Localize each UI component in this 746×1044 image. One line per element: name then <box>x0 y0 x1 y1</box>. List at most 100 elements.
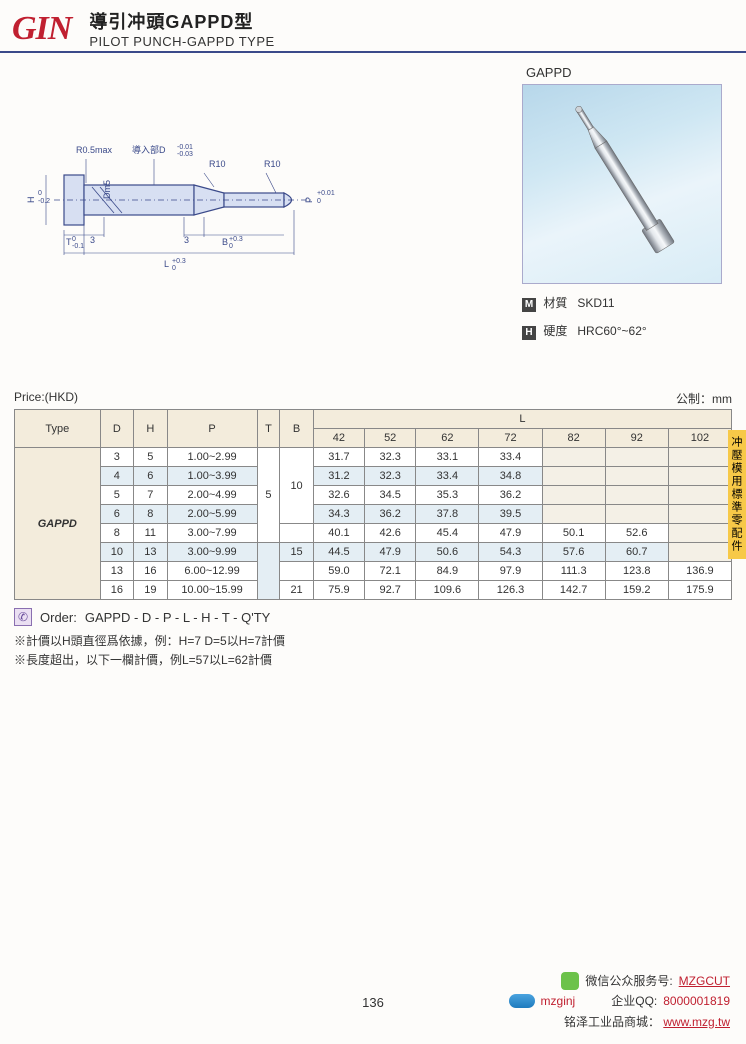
cell-L: 34.5 <box>365 486 416 505</box>
cell-B: 10 <box>280 448 313 524</box>
cell-L <box>542 448 605 467</box>
cell-L <box>668 505 731 524</box>
cell-H: 16 <box>134 562 167 581</box>
cell-L <box>542 467 605 486</box>
cell-L: 32.3 <box>365 467 416 486</box>
page-number: 136 <box>362 995 384 1010</box>
title-cn: 導引冲頭GAPPD型 <box>89 8 274 34</box>
cell-L <box>605 467 668 486</box>
order-line: ✆ Order: GAPPD - D - P - L - H - T - Q'T… <box>14 608 732 626</box>
svg-text:0: 0 <box>38 190 42 197</box>
th-L-sub: 42 <box>313 429 364 448</box>
svg-text:-0.03: -0.03 <box>177 151 193 158</box>
cell-P: 1.00~2.99 <box>167 448 257 467</box>
cell-D: 8 <box>100 524 133 543</box>
cell-H: 7 <box>134 486 167 505</box>
cell-H: 5 <box>134 448 167 467</box>
th-D: D <box>100 410 133 448</box>
cell-D: 6 <box>100 505 133 524</box>
cell-L: 109.6 <box>416 581 479 600</box>
wechat-link[interactable]: MZGCUT <box>679 971 730 991</box>
qq-label: 企业QQ: <box>611 991 657 1011</box>
cell-L: 34.3 <box>313 505 364 524</box>
cell-L: 50.6 <box>416 543 479 562</box>
cell-L: 126.3 <box>479 581 542 600</box>
th-L-sub: 102 <box>668 429 731 448</box>
dim-r10b: R10 <box>264 159 281 169</box>
cell-L: 35.3 <box>416 486 479 505</box>
cell-L: 60.7 <box>605 543 668 562</box>
brand-logo: GIN <box>12 10 71 48</box>
cell-P: 2.00~5.99 <box>167 505 257 524</box>
svg-text:0: 0 <box>317 198 321 205</box>
cell-L <box>605 505 668 524</box>
cell-L: 36.2 <box>479 486 542 505</box>
cell-L: 33.4 <box>479 448 542 467</box>
qq-value: 8000001819 <box>663 991 730 1011</box>
product-photo <box>522 84 722 284</box>
wechat-label: 微信公众服务号: <box>585 971 672 991</box>
price-label: Price:(HKD) <box>14 390 78 407</box>
cell-B: 15 <box>280 543 313 562</box>
dim-lead-tol: -0.01 <box>177 144 193 151</box>
hardness-value: HRC60°~62° <box>577 324 646 338</box>
svg-text:3: 3 <box>184 235 189 245</box>
spec-hardness: H 硬度 HRC60°~62° <box>522 322 732 340</box>
svg-text:0: 0 <box>172 265 176 272</box>
cell-L: 40.1 <box>313 524 364 543</box>
cell-B: 21 <box>280 581 313 600</box>
cell-L: 97.9 <box>479 562 542 581</box>
cell-L: 44.5 <box>313 543 364 562</box>
svg-text:+0.3: +0.3 <box>172 258 186 265</box>
title-block: 導引冲頭GAPPD型 PILOT PUNCH-GAPPD TYPE <box>89 8 274 49</box>
cell-D: 4 <box>100 467 133 486</box>
cell-L <box>605 486 668 505</box>
cell-D: 3 <box>100 448 133 467</box>
cell-L: 32.6 <box>313 486 364 505</box>
technical-diagram: R0.5max 導入部D -0.01 -0.03 R10 R10 H 0 -0.… <box>14 95 344 285</box>
cell-L: 111.3 <box>542 562 605 581</box>
order-label: Order: <box>40 610 77 625</box>
cell-L: 36.2 <box>365 505 416 524</box>
cell-L: 123.8 <box>605 562 668 581</box>
hardness-badge-icon: H <box>522 326 536 340</box>
footer: 微信公众服务号: MZGCUT mzginj 企业QQ: 8000001819 … <box>509 971 730 1032</box>
th-T: T <box>257 410 280 448</box>
product-photo-col: GAPPD <box>522 65 732 340</box>
cell-L: 45.4 <box>416 524 479 543</box>
title-en: PILOT PUNCH-GAPPD TYPE <box>89 34 274 49</box>
page-body: R0.5max 導入部D -0.01 -0.03 R10 R10 H 0 -0.… <box>0 53 746 670</box>
cell-H: 8 <box>134 505 167 524</box>
th-L-sub: 52 <box>365 429 416 448</box>
skype-value: mzginj <box>541 991 576 1011</box>
th-L: L <box>313 410 731 429</box>
cell-type: GAPPD <box>15 448 101 600</box>
cell-P: 6.00~12.99 <box>167 562 257 581</box>
photo-label: GAPPD <box>526 65 732 80</box>
cell-D: 10 <box>100 543 133 562</box>
svg-text:0: 0 <box>229 243 233 250</box>
cell-L: 39.5 <box>479 505 542 524</box>
spec-table: Type D H P T B L 425262728292102 GAPPD35… <box>14 409 732 600</box>
dim-lead: 導入部D <box>132 144 166 155</box>
cell-H: 11 <box>134 524 167 543</box>
mall-link[interactable]: www.mzg.tw <box>663 1015 730 1029</box>
cell-P: 3.00~9.99 <box>167 543 257 562</box>
cell-L: 175.9 <box>668 581 731 600</box>
cell-L: 42.6 <box>365 524 416 543</box>
dim-r10a: R10 <box>209 159 226 169</box>
th-L-sub: 92 <box>605 429 668 448</box>
spec-material: M 材質 SKD11 <box>522 294 732 312</box>
cell-P: 2.00~4.99 <box>167 486 257 505</box>
cell-H: 13 <box>134 543 167 562</box>
dim-H: H <box>26 197 36 204</box>
th-type: Type <box>15 410 101 448</box>
cell-L: 47.9 <box>479 524 542 543</box>
dim-B: B <box>222 237 228 247</box>
cell-T: 5 <box>257 448 280 543</box>
cell-L: 32.3 <box>365 448 416 467</box>
svg-text:3: 3 <box>90 235 95 245</box>
cell-L <box>542 486 605 505</box>
wechat-icon <box>561 972 579 990</box>
phone-icon: ✆ <box>14 608 32 626</box>
